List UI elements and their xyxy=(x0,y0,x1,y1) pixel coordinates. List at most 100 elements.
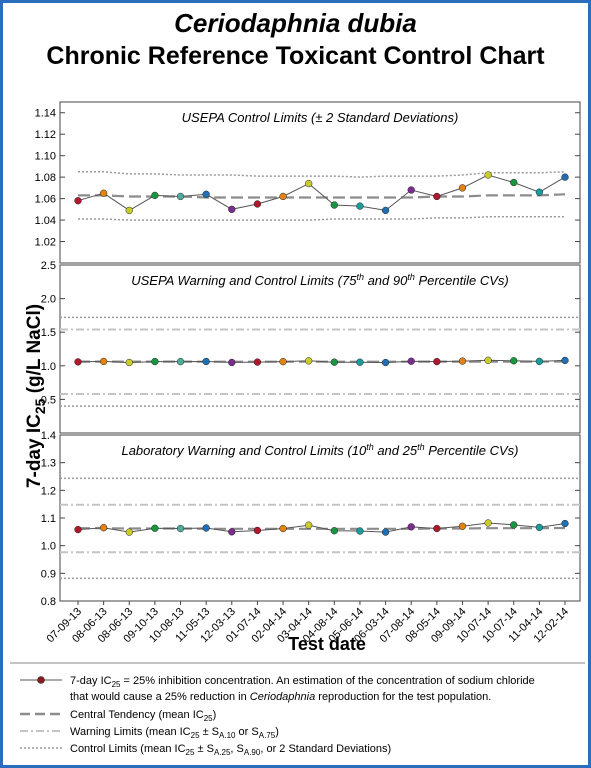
ic25-point xyxy=(561,356,569,365)
panel-frame xyxy=(59,101,581,264)
ic25-point xyxy=(484,356,492,364)
ic25-point xyxy=(125,206,133,215)
y-tick-label: 0.9 xyxy=(41,568,56,580)
y-tick-label: 1.3 xyxy=(41,458,56,470)
ic25-point xyxy=(561,173,569,181)
ic25-point xyxy=(305,179,313,188)
ic25-point xyxy=(253,200,262,208)
y-tick-label: 1.02 xyxy=(35,237,56,249)
y-tick-label: 1.1 xyxy=(41,513,56,525)
legend-central-text: Central Tendency (mean IC25) xyxy=(70,709,216,723)
ic25-point xyxy=(381,528,390,536)
ic25-point xyxy=(253,358,262,366)
y-tick-label: 1.5 xyxy=(41,327,56,339)
ic25-point xyxy=(74,197,82,205)
ic25-point xyxy=(125,528,133,536)
panel-3: 0.8 0.9 1.0 1.1 1.2 1.3 1.4 Laboratory Warning … xyxy=(41,430,581,608)
ic25-series-line xyxy=(77,359,566,364)
ic25-series-line xyxy=(77,174,566,211)
y-tick-label: 1.12 xyxy=(35,129,56,141)
y-tick-label: 1.04 xyxy=(35,215,56,227)
ic25-point xyxy=(151,357,159,366)
species-title: Ceriodaphnia dubia xyxy=(174,8,417,38)
ic25-point xyxy=(458,184,467,192)
y-axis-label-sub: 25 xyxy=(32,398,48,414)
ic25-point xyxy=(279,524,287,533)
ic25-point xyxy=(535,357,544,366)
ic25-point xyxy=(407,357,415,365)
ic25-point xyxy=(484,519,492,527)
y-tick-label: 1.0 xyxy=(41,361,56,373)
ic25-point xyxy=(510,178,518,187)
ic25-point xyxy=(176,524,185,533)
legend-control-text: Control Limits (mean IC25 ± SA.25, SA.90… xyxy=(70,743,391,757)
x-axis-label: Test date xyxy=(288,634,366,654)
central-tendency-line xyxy=(78,526,566,530)
y-tick-label: 2.0 xyxy=(41,294,56,306)
legend-ic25-text-2: that would cause a 25% reduction in Ceri… xyxy=(70,691,491,703)
ic25-point xyxy=(433,524,441,533)
legend-warning-text: Warning Limits (mean IC25 ± SA.10 or SA.… xyxy=(70,726,279,740)
legend-ic25-text: 7-day IC25 = 25% inhibition concentratio… xyxy=(70,675,535,689)
ic25-point xyxy=(279,192,287,201)
ic25-point xyxy=(561,519,569,528)
ic25-point xyxy=(202,190,210,198)
legend: 7-day IC25 = 25% inhibition concentratio… xyxy=(10,662,585,757)
ic25-point xyxy=(458,357,467,365)
ic25-point xyxy=(356,527,364,535)
y-tick-label: 1.10 xyxy=(35,151,56,163)
ic25-point xyxy=(356,358,364,366)
ic25-point xyxy=(330,358,338,366)
y-axis-label: 7-day IC25 (g/L NaCl) xyxy=(24,304,48,488)
y-tick-label: 1.4 xyxy=(41,430,56,442)
panel-2: 0.5 1.0 1.5 2.0 2.5 USEPA Warning and Control… xyxy=(41,260,581,434)
y-tick-label: 1.06 xyxy=(35,194,56,206)
ic25-point xyxy=(407,186,415,194)
y-tick-label: 0.8 xyxy=(41,596,56,608)
ic25-point xyxy=(176,357,185,366)
ic25-point xyxy=(99,189,108,197)
chart-title: Chronic Reference Toxicant Control Chart xyxy=(46,42,545,70)
panel-frame xyxy=(59,264,581,434)
central-tendency-line xyxy=(78,193,566,199)
ic25-point xyxy=(176,192,185,201)
ic25-point xyxy=(99,357,108,366)
ic25-point xyxy=(202,524,210,532)
ic25-point xyxy=(253,526,262,535)
y-tick-label: 1.08 xyxy=(35,172,56,184)
ic25-point xyxy=(74,525,82,534)
ic25-point xyxy=(330,201,338,209)
ic25-point xyxy=(279,357,287,366)
control-limit-lower xyxy=(78,216,565,221)
ic25-point xyxy=(151,524,159,532)
y-tick-label: 2.5 xyxy=(41,260,56,272)
ic25-point xyxy=(407,523,415,531)
y-tick-label: 0.5 xyxy=(41,394,56,406)
ic25-series-line xyxy=(77,522,566,533)
ic25-point xyxy=(305,357,313,365)
ic25-point xyxy=(228,528,236,536)
ic25-point xyxy=(510,521,518,529)
ic25-point xyxy=(330,527,338,535)
ic25-point xyxy=(99,524,108,532)
ic25-point xyxy=(228,205,236,213)
ic25-point xyxy=(510,357,518,365)
legend-ic25-marker xyxy=(37,676,45,684)
ic25-point xyxy=(433,357,441,366)
ic25-point xyxy=(356,202,364,210)
ic25-point xyxy=(381,206,390,215)
ic25-point xyxy=(458,522,467,530)
ic25-point xyxy=(228,358,236,367)
ic25-point xyxy=(74,358,82,366)
ic25-point xyxy=(125,358,133,367)
panel-title: Laboratory Warning and Control Limits (1… xyxy=(121,442,518,458)
ic25-point xyxy=(202,357,210,366)
control-limit-upper xyxy=(78,171,566,178)
ic25-point xyxy=(305,521,313,529)
panel-1: 1.02 1.04 1.06 1.08 1.10 1.12 1.14 USEPA Contro… xyxy=(35,101,581,264)
panel-frame xyxy=(59,434,581,602)
ic25-point xyxy=(433,192,441,201)
panel-title: USEPA Control Limits (± 2 Standard Devia… xyxy=(182,110,459,125)
